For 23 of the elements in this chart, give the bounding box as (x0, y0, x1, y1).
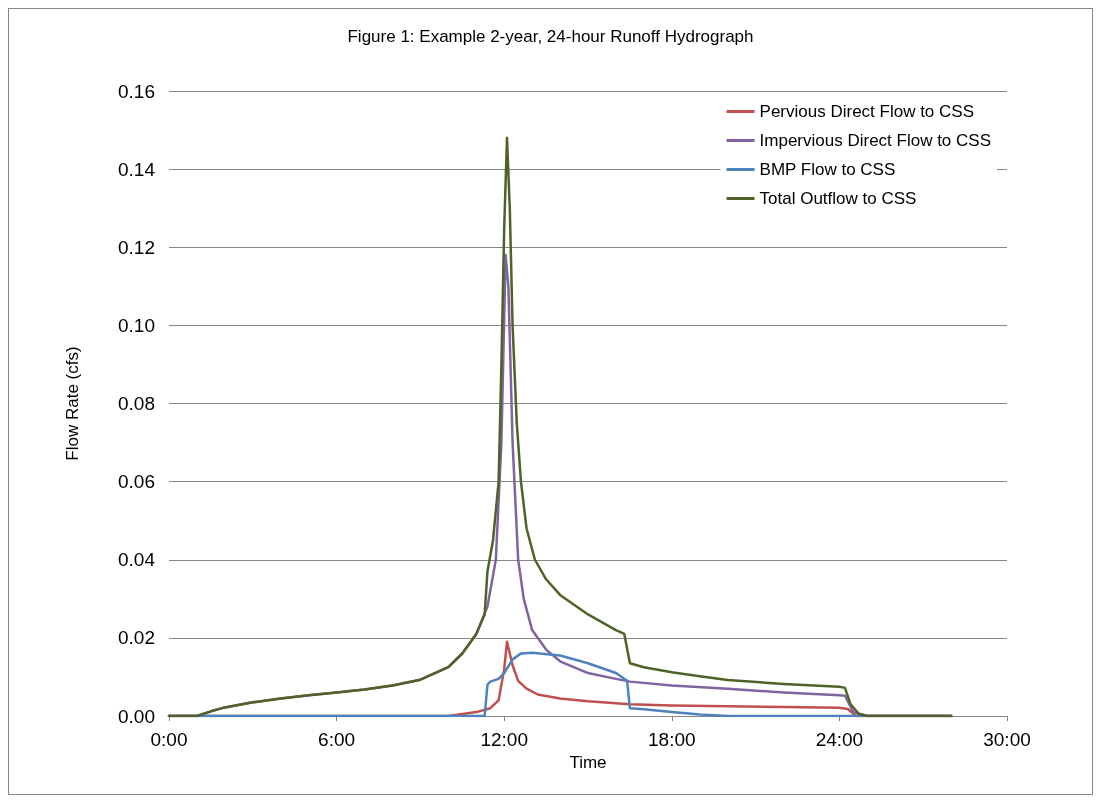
y-axis-title: Flow Rate (cfs) (63, 346, 82, 461)
x-axis-title: Time (569, 753, 607, 772)
legend-label: BMP Flow to CSS (759, 160, 896, 179)
x-tick-label: 6:00 (318, 729, 356, 750)
y-tick-label: 0.16 (118, 80, 155, 102)
x-tick-label: 24:00 (815, 729, 864, 750)
y-tick-label: 0.10 (118, 314, 155, 336)
line-series (167, 136, 953, 718)
x-tick-label: 12:00 (480, 729, 528, 750)
y-tick-label: 0.04 (118, 549, 156, 571)
x-tick-label: 18:00 (648, 729, 696, 750)
y-tick-label: 0.12 (118, 236, 155, 258)
y-tick-label: 0.00 (118, 705, 155, 727)
x-tick-label: 30:00 (983, 729, 1031, 750)
legend-label: Total Outflow to CSS (759, 189, 917, 208)
y-tick-label: 0.02 (118, 627, 155, 649)
y-tick-label: 0.06 (118, 471, 155, 493)
legend-label: Impervious Direct Flow to CSS (759, 131, 991, 150)
y-tick-label: 0.08 (118, 393, 155, 414)
x-tick-label: 0:00 (150, 729, 188, 750)
legend-label: Pervious Direct Flow to CSS (759, 102, 974, 121)
y-tick-label: 0.14 (118, 158, 156, 180)
chart-title: Figure 1: Example 2-year, 24-hour Runoff Hydrograph (347, 27, 754, 46)
